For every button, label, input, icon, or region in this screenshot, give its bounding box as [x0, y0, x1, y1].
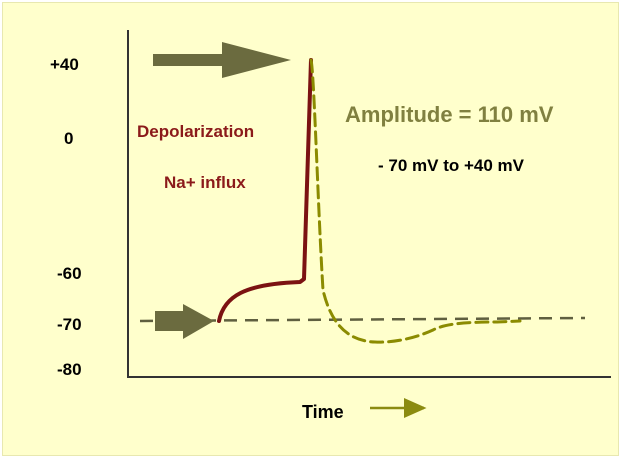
- resting-baseline: [139, 316, 586, 323]
- voltage-range-label: - 70 mV to +40 mV: [378, 156, 525, 175]
- tick-label-0: 0: [64, 129, 73, 148]
- na-influx-label: Na+ influx: [164, 173, 246, 192]
- resting-arrow: [155, 304, 214, 339]
- time-axis-label: Time: [302, 402, 344, 422]
- peak-arrow: [153, 42, 291, 78]
- amplitude-label: Amplitude = 110 mV: [345, 102, 554, 127]
- depolarization-label: Depolarization: [137, 122, 254, 141]
- tick-label-minus70: -70: [57, 315, 82, 334]
- repolarization-curve: [309, 58, 522, 344]
- tick-label-plus40: +40: [50, 55, 79, 74]
- tick-label-minus60: -60: [57, 264, 82, 283]
- depolarization-curve: [217, 58, 313, 323]
- tick-label-minus80: -80: [57, 360, 82, 379]
